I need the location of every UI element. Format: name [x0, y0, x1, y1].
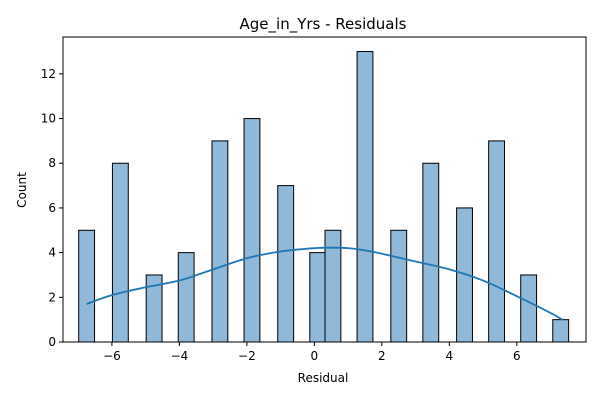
histogram-bar [243, 118, 261, 343]
y-tick-label: 4 [48, 246, 56, 260]
y-tick-label: 0 [48, 335, 56, 349]
histogram-bar [520, 274, 538, 343]
histogram-bar [488, 140, 506, 343]
histogram-bar [422, 162, 440, 343]
x-axis-ticks: −6 −4 −2 0 2 4 6 [103, 342, 521, 363]
histogram-bar [552, 319, 570, 343]
y-tick-label: 12 [41, 67, 56, 81]
y-tick-label: 10 [41, 112, 56, 126]
y-axis-ticks: 0 2 4 6 8 10 12 [41, 67, 63, 349]
x-tick-label: 4 [446, 349, 454, 363]
x-tick-label: 6 [513, 349, 521, 363]
x-tick-label: 2 [378, 349, 386, 363]
x-axis-label: Residual [298, 371, 349, 385]
histogram-bar [356, 51, 374, 343]
histogram-bar [309, 252, 327, 343]
x-tick-label: 0 [311, 349, 319, 363]
x-tick-label: −2 [238, 349, 256, 363]
histogram-bar [177, 252, 195, 343]
kde-curve-group [86, 246, 563, 321]
y-tick-label: 2 [48, 290, 56, 304]
histogram-bar [277, 185, 295, 343]
x-tick-label: −4 [171, 349, 189, 363]
histogram-bar [78, 229, 96, 343]
histogram-bar [390, 229, 408, 343]
histogram-bar [111, 162, 129, 343]
x-tick-label: −6 [103, 349, 121, 363]
chart-title: Age_in_Yrs - Residuals [240, 15, 407, 34]
kde-curve [86, 246, 563, 321]
y-axis-label: Count [15, 172, 29, 208]
y-tick-label: 8 [48, 156, 56, 170]
y-tick-label: 6 [48, 201, 56, 215]
axes [62, 36, 587, 343]
histogram-bars [78, 51, 570, 343]
plot-frame [62, 36, 587, 343]
histogram-bar [211, 140, 229, 343]
